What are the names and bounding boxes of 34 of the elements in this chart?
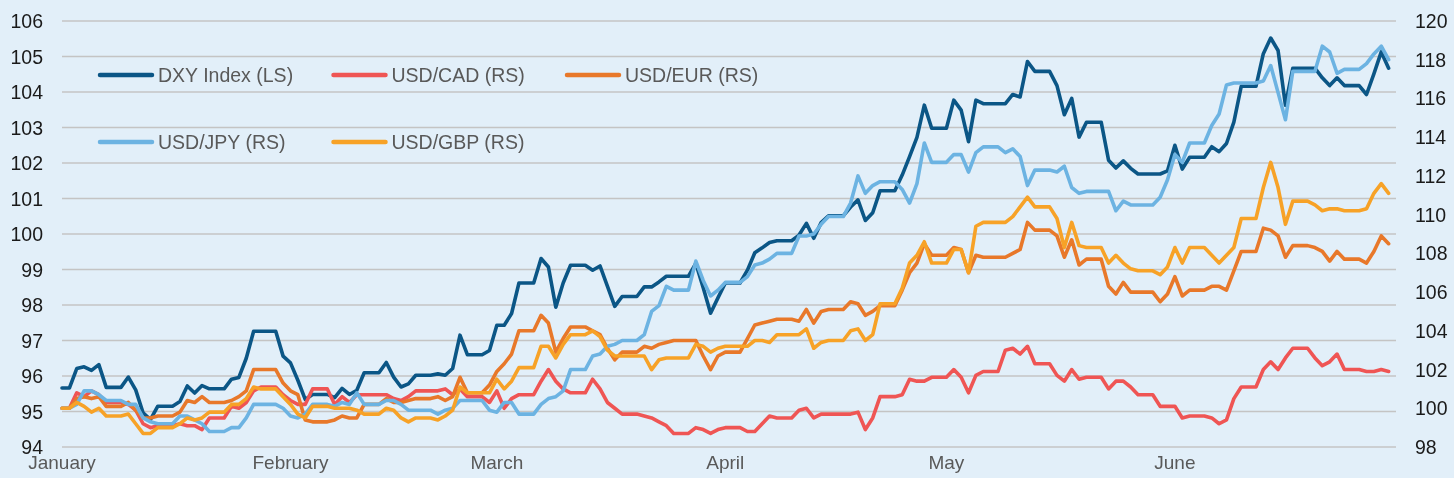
y-tick-label: 101 <box>10 187 43 210</box>
y2-tick-label: 98 <box>1415 436 1437 458</box>
y-tick-label: 97 <box>21 329 43 352</box>
y2-tick-label: 114 <box>1415 126 1447 149</box>
y2-tick-label: 116 <box>1415 87 1447 110</box>
y-tick-label: 106 <box>10 10 43 32</box>
legend-label: USD/EUR (RS) <box>625 64 759 86</box>
x-tick-label: June <box>1154 452 1196 473</box>
x-tick-label: April <box>706 452 745 473</box>
y2-tick-label: 104 <box>1415 319 1448 342</box>
y-tick-label: 99 <box>21 258 43 281</box>
y2-tick-label: 100 <box>1415 397 1448 420</box>
legend-label: USD/GBP (RS) <box>391 131 525 153</box>
y2-tick-label: 112 <box>1415 164 1447 187</box>
y-tick-label: 105 <box>10 45 44 68</box>
y-tick-label: 98 <box>21 294 43 316</box>
y-tick-label: 102 <box>10 152 43 174</box>
x-tick-label: February <box>252 452 329 473</box>
y2-tick-label: 108 <box>1415 242 1448 265</box>
x-tick-label: May <box>928 452 965 473</box>
y2-tick-label: 118 <box>1415 48 1447 71</box>
legend-label: USD/JPY (RS) <box>158 131 286 153</box>
y-tick-label: 96 <box>21 365 43 387</box>
y2-tick-label: 110 <box>1415 203 1447 226</box>
y2-tick-label: 106 <box>1415 281 1448 304</box>
y-tick-label: 103 <box>10 116 43 139</box>
y-tick-label: 100 <box>10 223 44 245</box>
legend-label: USD/CAD (RS) <box>391 64 525 86</box>
y-tick-label: 95 <box>21 400 44 423</box>
y2-tick-label: 120 <box>1415 10 1448 32</box>
legend-label: DXY Index (LS) <box>158 64 294 86</box>
y2-tick-label: 102 <box>1415 358 1448 381</box>
y-tick-label: 104 <box>10 81 44 103</box>
x-tick-label: March <box>470 452 524 473</box>
